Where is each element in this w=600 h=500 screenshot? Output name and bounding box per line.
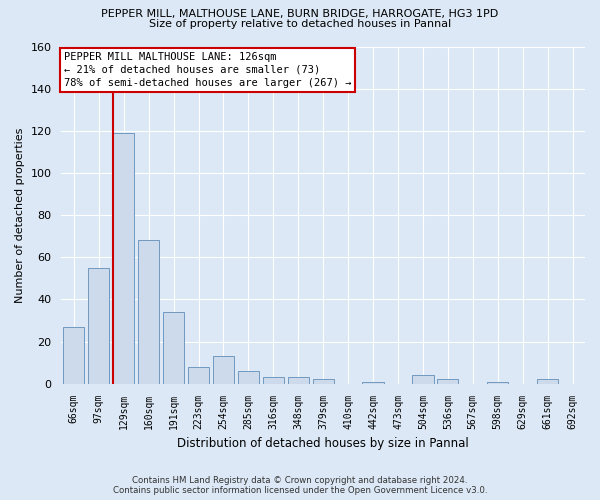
Y-axis label: Number of detached properties: Number of detached properties	[15, 128, 25, 303]
Bar	[362, 382, 383, 384]
Bar	[88, 268, 109, 384]
Bar	[163, 312, 184, 384]
Bar	[238, 371, 259, 384]
Text: Contains HM Land Registry data © Crown copyright and database right 2024.
Contai: Contains HM Land Registry data © Crown c…	[113, 476, 487, 495]
Text: Size of property relative to detached houses in Pannal: Size of property relative to detached ho…	[149, 19, 451, 29]
Bar	[437, 380, 458, 384]
Bar	[313, 380, 334, 384]
Bar	[188, 367, 209, 384]
Bar	[537, 380, 558, 384]
X-axis label: Distribution of detached houses by size in Pannal: Distribution of detached houses by size …	[178, 437, 469, 450]
Bar	[138, 240, 159, 384]
Bar	[412, 376, 434, 384]
Bar	[263, 378, 284, 384]
Bar	[63, 327, 85, 384]
Bar	[213, 356, 234, 384]
Bar	[487, 382, 508, 384]
Text: PEPPER MILL MALTHOUSE LANE: 126sqm
← 21% of detached houses are smaller (73)
78%: PEPPER MILL MALTHOUSE LANE: 126sqm ← 21%…	[64, 52, 352, 88]
Text: PEPPER MILL, MALTHOUSE LANE, BURN BRIDGE, HARROGATE, HG3 1PD: PEPPER MILL, MALTHOUSE LANE, BURN BRIDGE…	[101, 9, 499, 19]
Bar	[287, 378, 309, 384]
Bar	[113, 133, 134, 384]
